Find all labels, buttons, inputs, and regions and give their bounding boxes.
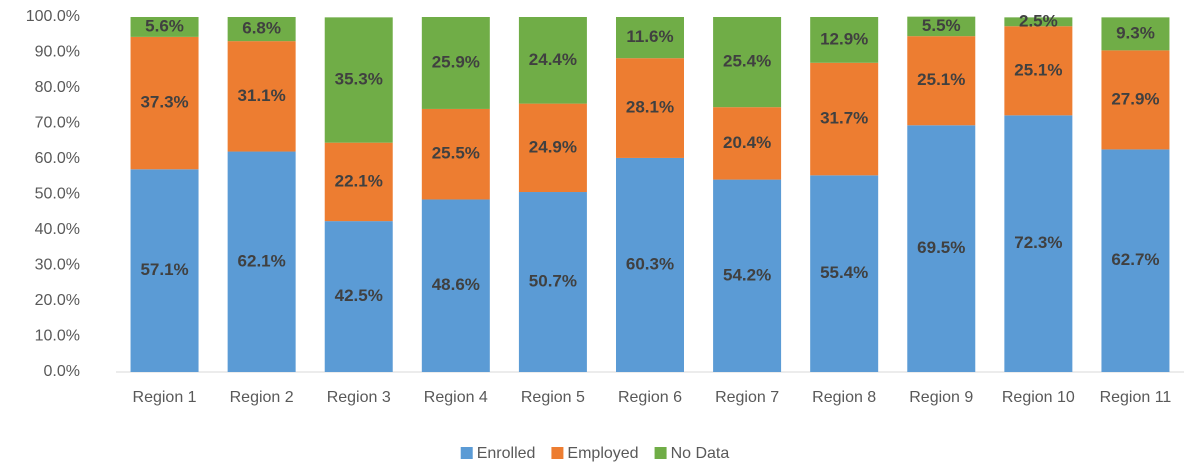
bar-segment [616, 58, 684, 158]
x-tick-label: Region 5 [521, 389, 585, 406]
y-tick-label: 10.0% [35, 328, 80, 345]
value-label: 28.1% [626, 98, 674, 117]
value-label: 35.3% [335, 69, 383, 88]
bar-segment [130, 17, 199, 37]
bar-segment [810, 17, 879, 63]
bar-segment [713, 17, 782, 108]
bar-segment [713, 107, 782, 180]
value-label: 31.1% [238, 86, 286, 105]
value-label: 42.5% [335, 286, 383, 305]
value-label: 20.4% [723, 133, 771, 152]
y-tick-label: 20.0% [35, 292, 80, 309]
value-label: 25.4% [723, 52, 771, 71]
value-label: 24.9% [529, 137, 577, 156]
y-tick-label: 70.0% [35, 115, 80, 132]
bar-segment [810, 62, 879, 176]
value-label: 5.6% [145, 16, 184, 35]
bar-segment [421, 199, 490, 372]
x-tick-label: Region 3 [327, 389, 391, 406]
value-label: 22.1% [335, 171, 383, 190]
value-label: 31.7% [820, 109, 868, 128]
bar-segment [907, 125, 976, 373]
y-tick-label: 30.0% [35, 257, 80, 274]
y-tick-label: 0.0% [44, 363, 80, 380]
value-label: 55.4% [820, 263, 868, 282]
legend-label: No Data [671, 445, 730, 462]
bar-segment [227, 151, 296, 372]
bar-segment [907, 16, 976, 37]
value-label: 48.6% [432, 275, 480, 294]
bar-segment [713, 179, 782, 372]
value-label: 12.9% [820, 29, 868, 48]
bar-segment [1004, 17, 1073, 27]
value-label: 11.6% [626, 27, 673, 46]
x-tick-label: Region 10 [1002, 389, 1075, 406]
value-label: 27.9% [1111, 89, 1159, 108]
bar-segment [616, 17, 684, 59]
bar-segment [421, 108, 490, 200]
value-label: 72.3% [1014, 233, 1062, 252]
value-label: 57.1% [140, 260, 188, 279]
y-tick-label: 50.0% [35, 186, 80, 203]
y-tick-label: 60.0% [35, 150, 80, 167]
bar-segment [518, 17, 587, 104]
value-label: 25.1% [917, 70, 965, 89]
bar-segment [518, 103, 587, 193]
value-label: 54.2% [723, 265, 771, 284]
legend-swatch [551, 447, 564, 459]
bar-segment [227, 41, 296, 152]
bar-segment [518, 192, 587, 372]
value-label: 62.1% [238, 251, 286, 270]
bar-segment [130, 36, 199, 170]
value-label: 62.7% [1111, 250, 1159, 269]
y-tick-label: 90.0% [35, 44, 80, 61]
bar-segment [1004, 26, 1073, 116]
x-tick-label: Region 1 [133, 389, 197, 406]
value-label: 25.9% [432, 52, 480, 71]
value-label: 6.8% [242, 19, 281, 38]
bar-segment [1101, 149, 1170, 372]
legend-swatch [460, 447, 473, 459]
x-tick-label: Region 7 [715, 389, 779, 406]
bar-segment [1101, 17, 1170, 51]
bar-segment [324, 221, 393, 372]
x-tick-label: Region 8 [812, 389, 876, 406]
legend-label: Employed [567, 445, 638, 462]
y-tick-label: 100.0% [26, 8, 80, 25]
value-label: 25.5% [432, 144, 480, 163]
bar-segment [907, 36, 976, 126]
bar-segment [324, 17, 393, 143]
bar-segment [421, 17, 490, 109]
bar-segment [810, 175, 879, 372]
value-label: 5.5% [922, 16, 961, 35]
y-tick-label: 80.0% [35, 79, 80, 96]
bar-segment [130, 169, 199, 372]
bar-segment [227, 17, 296, 42]
x-tick-label: Region 9 [909, 389, 973, 406]
bar-segment [324, 142, 393, 222]
value-label: 2.5% [1019, 11, 1058, 30]
value-label: 60.3% [626, 254, 674, 273]
value-label: 9.3% [1116, 23, 1155, 42]
y-tick-label: 40.0% [35, 221, 80, 238]
bar-segment [1101, 50, 1170, 150]
value-label: 50.7% [529, 271, 577, 290]
value-label: 24.4% [529, 50, 577, 69]
value-label: 69.5% [917, 238, 965, 257]
bar-segment [616, 157, 684, 372]
x-tick-label: Region 2 [230, 389, 294, 406]
value-label: 25.1% [1014, 60, 1062, 79]
value-label: 37.3% [140, 93, 188, 112]
x-tick-label: Region 6 [618, 389, 682, 406]
x-tick-label: Region 4 [424, 389, 488, 406]
x-tick-label: Region 11 [1100, 389, 1172, 406]
legend-swatch [654, 447, 667, 459]
bar-segment [1004, 115, 1073, 373]
legend-label: Enrolled [477, 445, 536, 462]
